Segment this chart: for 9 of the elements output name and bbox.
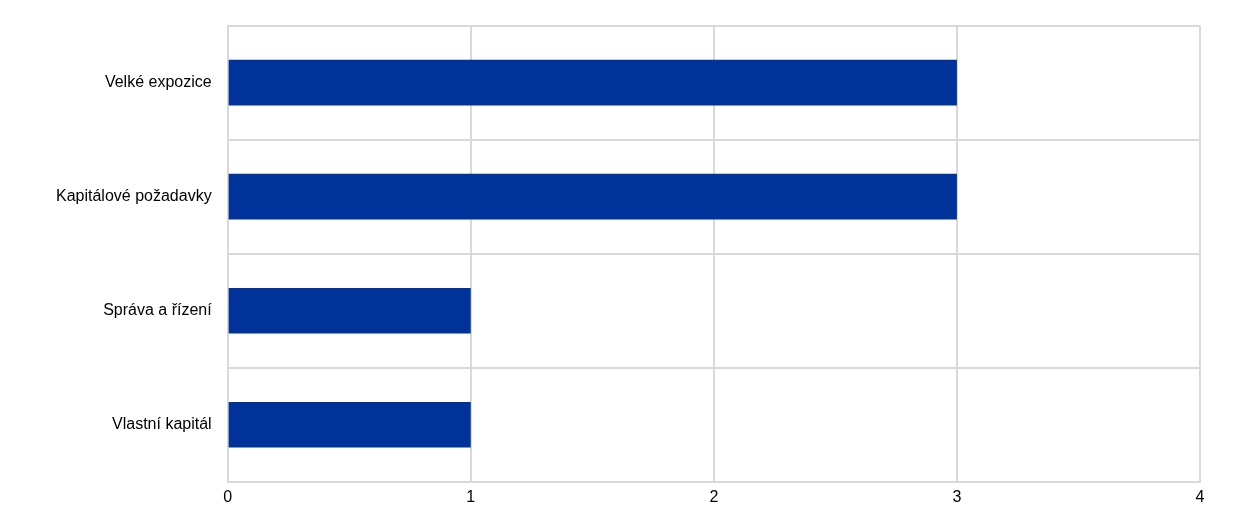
- y-tick-label: Správa a řízení: [103, 301, 213, 319]
- x-tick-label: 2: [709, 487, 719, 505]
- y-tick-label: Vlastní kapitál: [112, 415, 212, 433]
- y-tick-label: Kapitálové požadavky: [56, 187, 212, 205]
- x-tick-label: 4: [1195, 487, 1205, 505]
- x-tick-label: 1: [466, 487, 476, 505]
- x-tick-label: 3: [952, 487, 962, 505]
- y-tick-label: Velké expozice: [104, 73, 212, 91]
- x-tick-label: 0: [223, 487, 233, 505]
